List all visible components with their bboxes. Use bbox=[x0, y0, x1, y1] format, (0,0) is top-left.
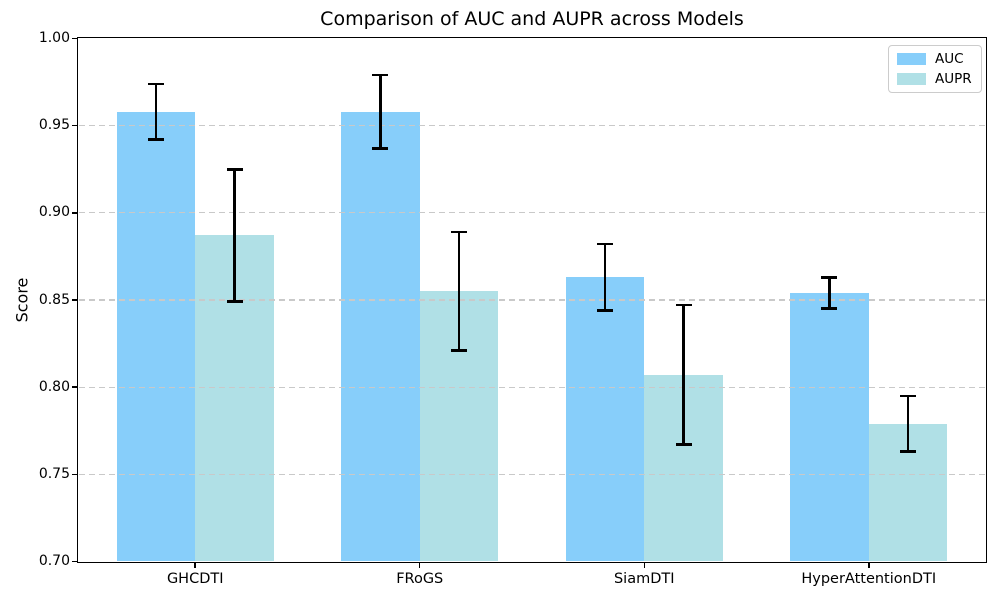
errorbar-aupr-ghcdti-cap-bottom bbox=[226, 300, 243, 303]
aupr-legend-label: AUPR bbox=[935, 71, 972, 87]
y-tick-label-0.90: 0.90 bbox=[38, 204, 70, 221]
legend-entry-auc: AUC bbox=[897, 52, 972, 66]
chart-title: Comparison of AUC and AUPR across Models bbox=[320, 8, 744, 30]
y-tick-0.70 bbox=[72, 560, 77, 563]
errorbar-aupr-siamdti-cap-bottom bbox=[675, 443, 692, 446]
errorbar-aupr-siamdti-cap-top bbox=[675, 303, 692, 307]
errorbar-aupr-hyperattentiondti-line bbox=[906, 395, 910, 452]
x-tick-frogs bbox=[418, 563, 421, 568]
x-tick-label-ghcdti: GHCDTI bbox=[166, 570, 224, 587]
gridline-0.85 bbox=[78, 299, 986, 301]
y-tick-0.85 bbox=[72, 299, 77, 301]
auc-legend-label: AUC bbox=[935, 51, 964, 67]
x-tick-ghcdti bbox=[194, 563, 196, 568]
errorbar-aupr-hyperattentiondti-cap-top bbox=[900, 394, 917, 398]
errorbar-auc-ghcdti-line bbox=[154, 83, 158, 140]
y-tick-label-0.80: 0.80 bbox=[38, 378, 70, 395]
errorbar-aupr-frogs-cap-bottom bbox=[451, 349, 468, 352]
gridline-0.95 bbox=[78, 125, 986, 127]
x-tick-label-hyperattentiondti: HyperAttentionDTI bbox=[801, 570, 937, 587]
y-tick-1.00 bbox=[72, 37, 77, 40]
aupr-legend-swatch bbox=[897, 73, 926, 85]
x-tick-hyperattentiondti bbox=[868, 563, 870, 568]
y-tick-0.95 bbox=[72, 124, 77, 127]
y-tick-label-1.00: 1.00 bbox=[38, 30, 70, 46]
y-tick-label-0.70: 0.70 bbox=[38, 553, 70, 569]
bar-auc-siamdti bbox=[565, 277, 645, 562]
errorbar-auc-siamdti-line bbox=[603, 244, 607, 311]
y-tick-0.90 bbox=[72, 212, 77, 214]
errorbar-aupr-siamdti-line bbox=[682, 305, 685, 445]
x-tick-label-frogs: FRoGS bbox=[396, 570, 444, 587]
y-tick-label-0.95: 0.95 bbox=[38, 117, 70, 134]
errorbar-auc-frogs-cap-top bbox=[372, 73, 389, 77]
bar-auc-frogs bbox=[341, 111, 420, 562]
errorbar-auc-hyperattentiondti-line bbox=[828, 277, 831, 309]
errorbar-aupr-frogs-line bbox=[457, 232, 461, 351]
errorbar-auc-siamdti-cap-bottom bbox=[596, 309, 613, 312]
legend: AUC AUPR bbox=[888, 45, 982, 93]
bar-auc-hyperattentiondti bbox=[790, 293, 869, 562]
errorbar-auc-hyperattentiondti-cap-bottom bbox=[821, 307, 838, 310]
legend-entry-aupr: AUPR bbox=[897, 72, 972, 86]
y-tick-label-0.75: 0.75 bbox=[38, 465, 70, 482]
bar-auc-ghcdti bbox=[116, 111, 196, 562]
y-tick-label-0.85: 0.85 bbox=[38, 291, 70, 308]
gridline-0.80 bbox=[78, 386, 986, 388]
x-tick-siamdti bbox=[643, 563, 645, 568]
errorbar-aupr-frogs-cap-top bbox=[451, 230, 468, 234]
errorbar-auc-frogs-line bbox=[379, 75, 382, 149]
errorbar-auc-frogs-cap-bottom bbox=[372, 147, 389, 150]
errorbar-auc-siamdti-cap-top bbox=[596, 242, 613, 246]
errorbar-auc-ghcdti-cap-bottom bbox=[147, 138, 164, 141]
x-tick-label-siamdti: SiamDTI bbox=[613, 570, 675, 587]
errorbar-aupr-ghcdti-cap-top bbox=[226, 168, 243, 171]
errorbar-aupr-hyperattentiondti-cap-bottom bbox=[900, 450, 917, 453]
gridline-0.75 bbox=[78, 473, 986, 475]
errorbar-auc-ghcdti-cap-top bbox=[147, 82, 164, 86]
y-tick-0.80 bbox=[72, 386, 77, 388]
gridline-0.90 bbox=[78, 212, 986, 214]
y-tick-0.75 bbox=[72, 473, 77, 476]
errorbar-aupr-ghcdti-line bbox=[233, 169, 236, 302]
errorbar-auc-hyperattentiondti-cap-top bbox=[821, 276, 838, 279]
auc-legend-swatch bbox=[897, 53, 926, 65]
